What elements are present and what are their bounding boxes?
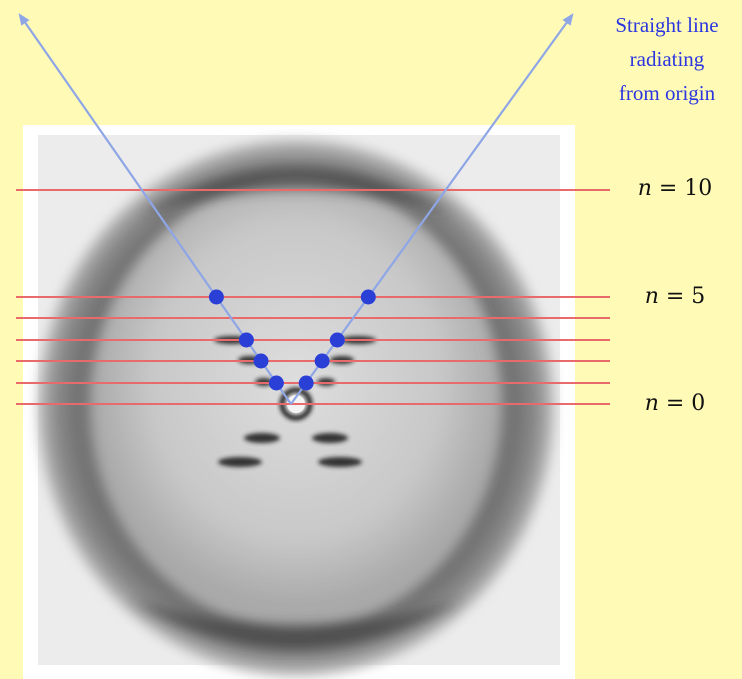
intersection-dot-left-2: [253, 353, 269, 369]
intersection-dot-right-0: [360, 289, 376, 305]
label-n10: n = 10: [612, 176, 738, 201]
annotation-caption: Straight line radiating from origin: [582, 8, 732, 110]
intersection-dot-right-2: [314, 353, 330, 369]
caption-line-2: radiating: [629, 47, 705, 71]
label-n5: n = 5: [612, 284, 738, 309]
intersection-dot-left-0: [208, 289, 224, 305]
caption-line-1: Straight line: [615, 13, 719, 37]
label-n5-eq: = 5: [665, 284, 706, 309]
intersection-dot-left-3: [268, 375, 284, 391]
label-n0-var: n: [644, 391, 659, 416]
intersection-dots: [208, 289, 376, 391]
label-n0-eq: = 0: [665, 391, 706, 416]
caption-line-3: from origin: [618, 81, 716, 105]
label-n5-var: n: [644, 284, 659, 309]
intersection-dot-right-1: [329, 332, 345, 348]
diffraction-photo: [23, 125, 575, 679]
label-n10-var: n: [637, 176, 652, 201]
layer-lines: [16, 189, 610, 405]
intersection-dot-left-1: [238, 332, 254, 348]
label-n0: n = 0: [612, 391, 738, 416]
label-n10-eq: = 10: [658, 176, 713, 201]
intersection-dot-right-3: [298, 375, 314, 391]
